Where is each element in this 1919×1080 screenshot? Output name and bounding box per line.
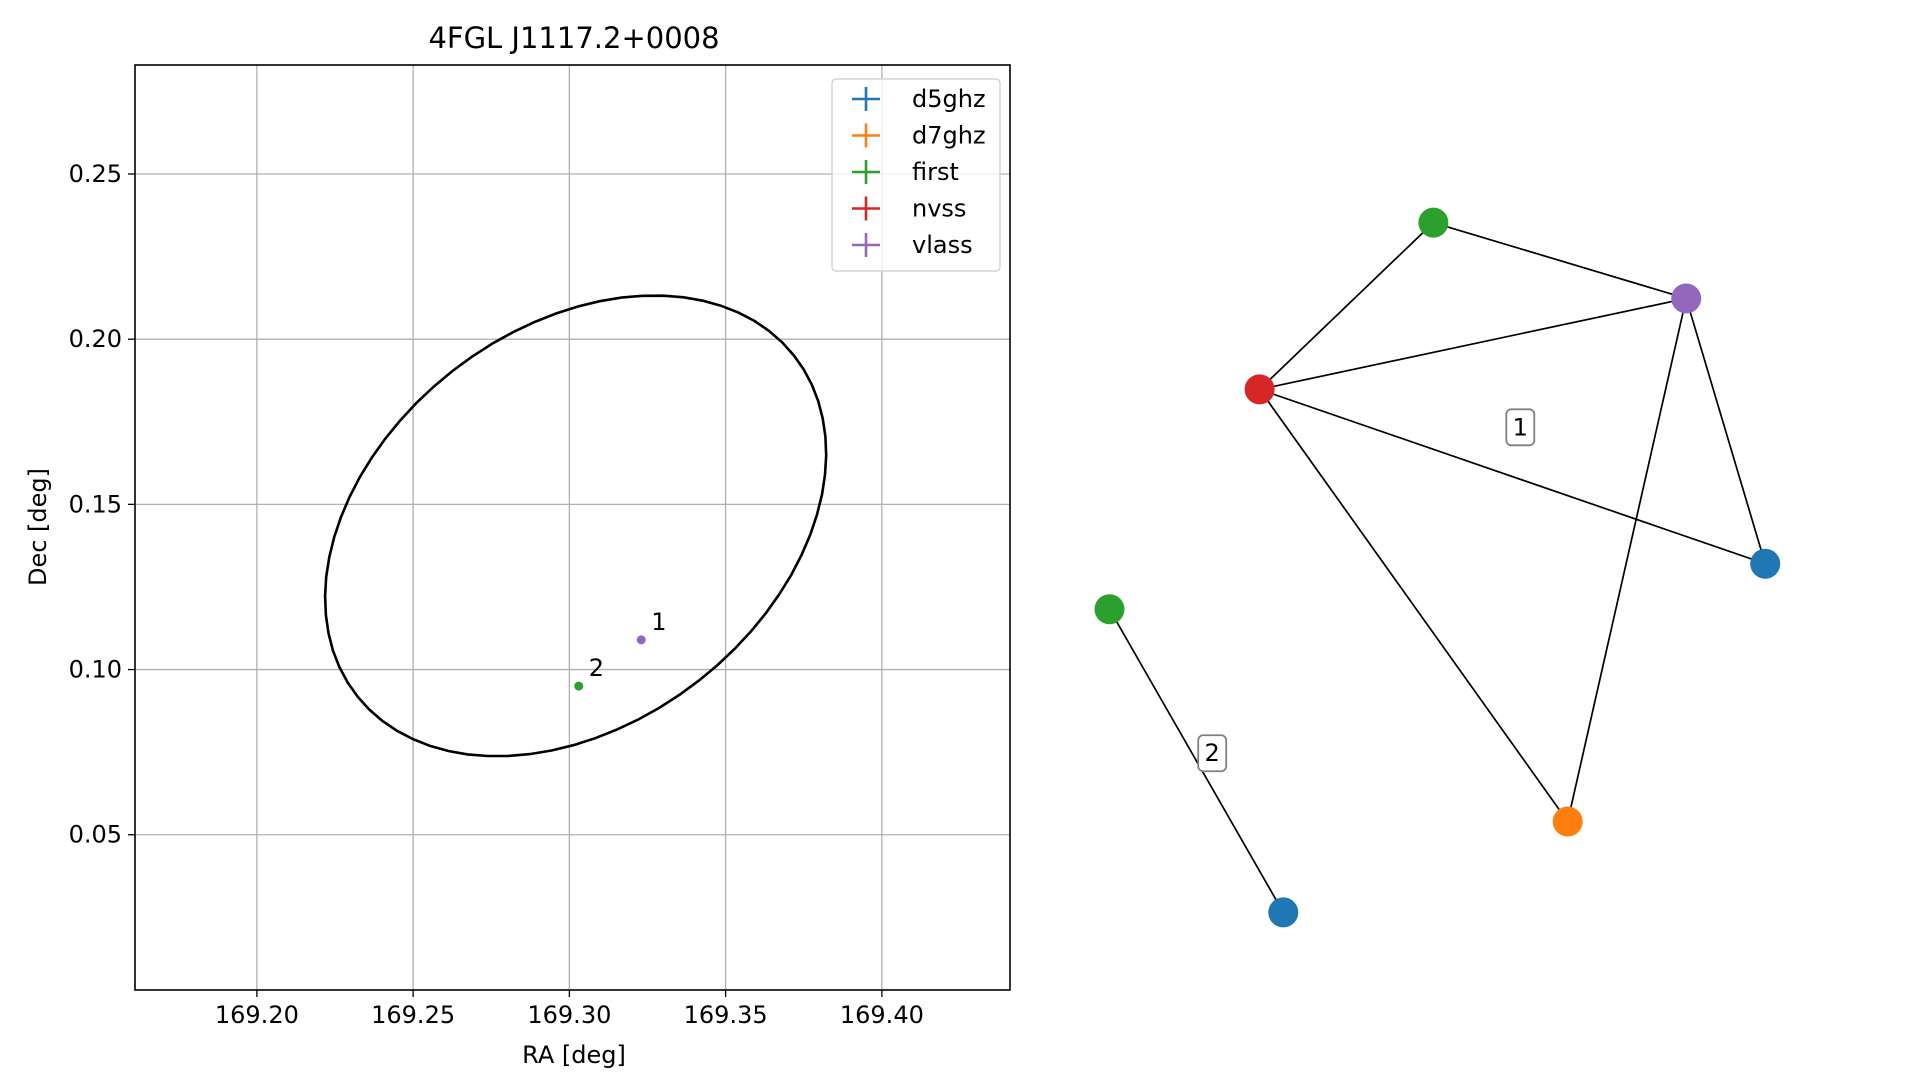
legend-label: d7ghz [912, 122, 986, 150]
source-points: 12 [574, 608, 667, 691]
graph-node [1671, 283, 1702, 314]
graph-edges [1108, 221, 1767, 913]
graph-node [1244, 374, 1275, 405]
sky-map-chart: 4FGL J1117.2+0008 12 169.20 169.25 169.30 1… [24, 21, 1011, 1069]
graph-edge [1108, 608, 1285, 913]
legend-entry-nvss: nvss [852, 195, 966, 223]
error-ellipse [323, 294, 828, 758]
legend-label: first [912, 158, 959, 186]
cluster-label-text: 2 [1205, 739, 1220, 767]
x-tick-label: 169.20 [215, 1001, 299, 1029]
graph-node [1552, 806, 1583, 837]
cluster-label-box [1197, 734, 1228, 773]
y-tick-label: 0.15 [69, 490, 122, 518]
y-tick-label: 0.10 [69, 656, 122, 684]
cluster-label-text: 1 [1513, 413, 1528, 441]
legend-box [831, 78, 1001, 272]
chart-title: 4FGL J1117.2+0008 [428, 21, 719, 55]
graph-node [1094, 594, 1125, 625]
cluster-label-1: 1 [1505, 408, 1536, 447]
graph-edge [1433, 221, 1687, 300]
x-tick-label: 169.25 [371, 1001, 455, 1029]
x-axis-ticks: 169.20 169.25 169.30 169.35 169.40 [215, 990, 924, 1029]
legend-entry-vlass: vlass [852, 231, 973, 259]
error-ellipse-layer [323, 294, 828, 758]
graph-edge [1259, 222, 1434, 391]
cluster-labels: 12 [1197, 408, 1536, 773]
source-point-1 [636, 635, 646, 645]
x-tick-label: 169.30 [527, 1001, 611, 1029]
y-axis-ticks: 0.05 0.10 0.15 0.20 0.25 [69, 160, 135, 849]
source-point-2 [574, 681, 584, 691]
graph-edge [1258, 388, 1569, 822]
legend-entry-d7ghz: d7ghz [852, 122, 986, 150]
graph-edge [1685, 298, 1767, 564]
graph-edge [1259, 388, 1766, 565]
legend: d5ghz d7ghz first nvss vlass [831, 78, 1001, 272]
x-tick-label: 169.35 [684, 1001, 768, 1029]
cluster-label-2: 2 [1197, 734, 1228, 773]
graph-edge [1566, 298, 1688, 822]
legend-entry-d5ghz: d5ghz [852, 85, 986, 113]
legend-label: d5ghz [912, 85, 986, 113]
source-point-label: 1 [651, 608, 666, 636]
legend-label: nvss [912, 195, 966, 223]
y-tick-label: 0.25 [69, 160, 122, 188]
graph-node [1268, 897, 1299, 928]
legend-entry-first: first [852, 158, 959, 186]
y-axis-label: Dec [deg] [24, 468, 52, 586]
graph-nodes [1094, 207, 1781, 928]
x-tick-label: 169.40 [840, 1001, 924, 1029]
graph-node [1418, 207, 1449, 238]
y-tick-label: 0.05 [69, 821, 122, 849]
cluster-label-box [1505, 408, 1536, 447]
x-axis-label: RA [deg] [522, 1041, 626, 1069]
legend-entries: d5ghz d7ghz first nvss vlass [852, 85, 986, 259]
graph-node [1750, 548, 1781, 579]
y-tick-label: 0.20 [69, 325, 122, 353]
plot-frame [134, 64, 1011, 991]
graph-edge [1259, 297, 1687, 391]
source-point-label: 2 [589, 654, 604, 682]
association-graph: 12 [1094, 207, 1781, 928]
legend-label: vlass [912, 231, 973, 259]
